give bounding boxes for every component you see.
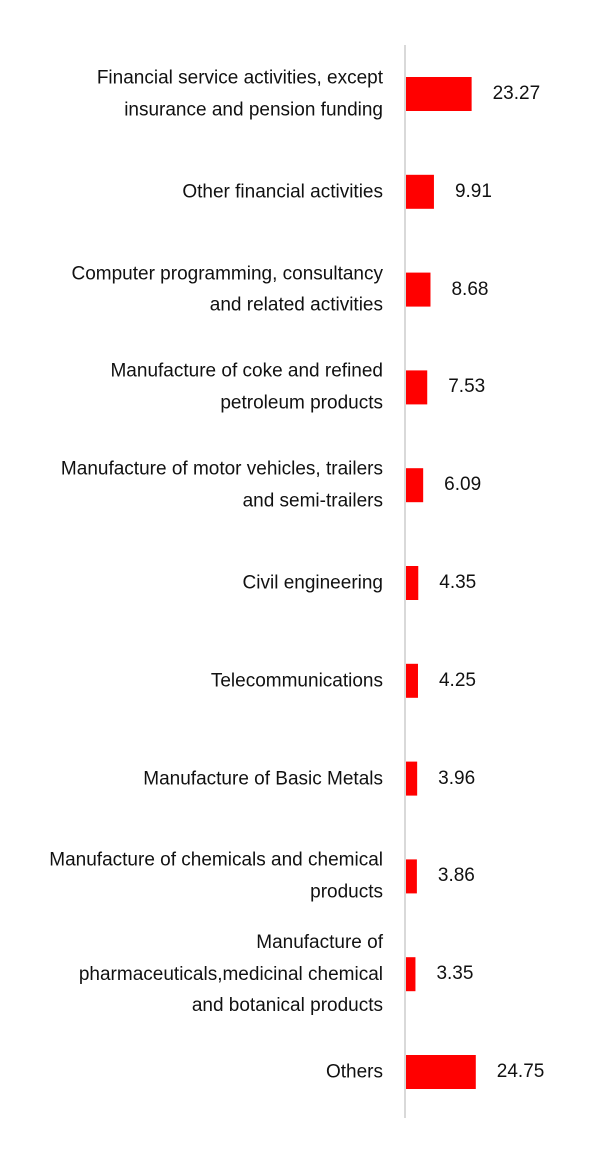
data-label: 7.53 xyxy=(448,376,486,398)
data-label: 3.96 xyxy=(438,767,476,789)
bar xyxy=(406,761,418,796)
data-label: 24.75 xyxy=(496,1061,545,1082)
category-label: Manufacture of motor vehicles, trailers … xyxy=(60,458,383,512)
bar xyxy=(406,566,419,600)
bar xyxy=(406,468,424,503)
data-label: 23.27 xyxy=(492,83,541,104)
category-label: Others xyxy=(325,1061,383,1083)
data-label: 4.25 xyxy=(438,669,476,691)
bar xyxy=(406,663,418,698)
category-label: Civil engineering xyxy=(242,572,383,594)
category-label: Manufacture of pharmaceuticals,medicinal… xyxy=(78,931,383,1016)
bar xyxy=(406,957,416,992)
data-label: 8.68 xyxy=(451,278,489,300)
bar xyxy=(406,77,472,111)
data-label: 4.35 xyxy=(439,572,477,593)
bar xyxy=(406,1055,476,1089)
category-label: Financial service activities, except ins… xyxy=(96,67,383,121)
data-label: 3.86 xyxy=(437,865,475,887)
data-label: 6.09 xyxy=(444,474,482,496)
category-label: Manufacture of Basic Metals xyxy=(143,767,383,789)
category-label: Manufacture of coke and refined petroleu… xyxy=(110,360,383,414)
category-label: Telecommunications xyxy=(210,670,383,692)
bar xyxy=(406,859,417,894)
category-label: Computer programming, consultancy and re… xyxy=(71,263,383,316)
category-label: Other financial activities xyxy=(182,181,383,203)
bar xyxy=(406,174,434,209)
bar xyxy=(406,272,431,307)
data-label: 9.91 xyxy=(454,180,492,202)
data-label: 3.35 xyxy=(436,963,474,985)
category-label: Manufacture of chemicals and chemical pr… xyxy=(49,849,383,903)
bar xyxy=(406,370,428,405)
